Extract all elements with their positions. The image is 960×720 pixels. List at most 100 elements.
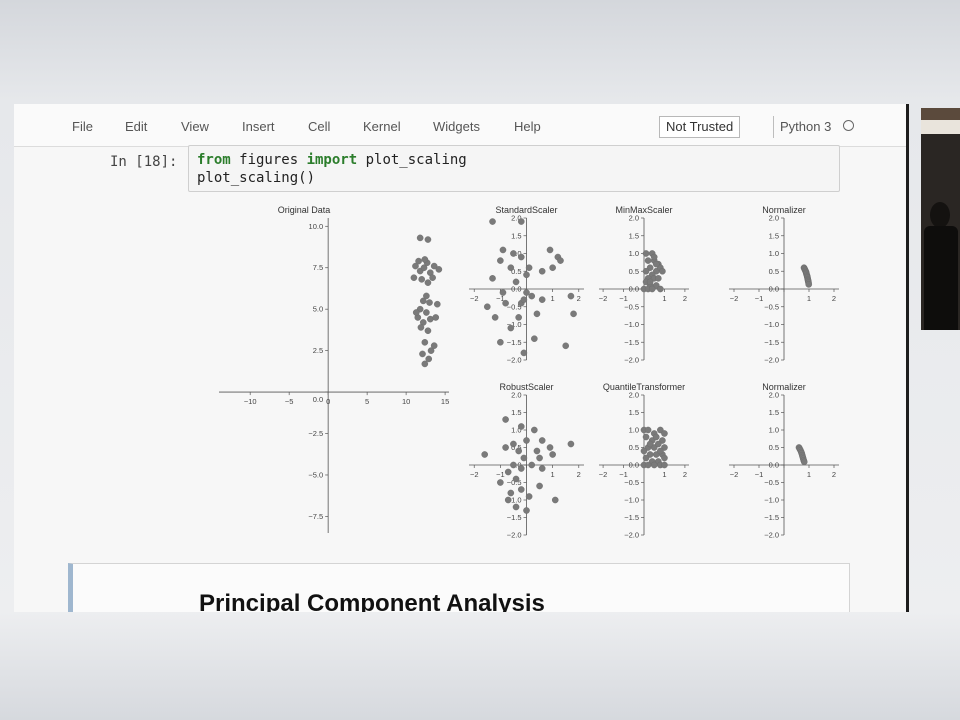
menu-view[interactable]: View [181,119,209,134]
y-tick-label: 1.5 [629,408,639,417]
x-tick-label: −1 [496,470,505,479]
x-tick-label: 2 [683,470,687,479]
scatter-point [570,310,577,318]
scatter-point [421,360,429,368]
chart-title: RobustScaler [499,382,553,392]
x-tick-label: 1 [551,294,555,303]
y-tick-label: 2.0 [769,391,779,400]
x-tick-label: 1 [807,294,811,303]
y-tick-label: 2.0 [769,214,779,223]
menu-file[interactable]: File [72,119,93,134]
scatter-point [657,285,664,293]
menu-insert[interactable]: Insert [242,119,275,134]
scatter-point [423,309,430,316]
y-tick-label: −0.5 [764,478,779,487]
scatter-point [528,461,536,469]
scatter-point [523,289,530,296]
x-tick-label: 1 [662,470,666,479]
scatter-point [515,314,522,321]
y-tick-label: −1.0 [764,496,779,505]
scatter-point [517,253,525,261]
code-cell-input[interactable]: from figures import plot_scaling plot_sc… [188,145,840,192]
y-tick-label: 2.0 [629,214,639,223]
scatter-point [517,218,525,225]
scatter-point [520,296,528,303]
scaling-plots-svg: Original Data −10 −5 0 5 10 15 −7.5 −5.0 −2.5 0.0 2… [219,205,839,540]
scatter-point [517,465,525,472]
section-heading: Principal Component Analysis [199,590,545,612]
y-tick-label: −2.0 [764,531,779,540]
scatter-point [567,292,575,300]
menu-help[interactable]: Help [514,119,541,134]
scatter-point [517,486,525,493]
y-tick-label: 1.5 [769,231,779,240]
scatter-point [520,454,528,462]
y-tick-label: −1.5 [507,513,522,522]
scatter-point [423,292,430,300]
scatter-point [416,234,424,242]
menu-separator [773,116,774,138]
scatter-point [424,279,432,286]
menu-kernel[interactable]: Kernel [363,119,401,134]
menu-widgets[interactable]: Widgets [433,119,480,134]
x-tick-label: 2 [577,294,581,303]
scatter-point [533,447,541,455]
scatter-point [481,451,488,458]
y-tick-label: −2.0 [764,356,779,365]
y-tick-label: 0.0 [511,285,521,294]
notebook-screen: File Edit View Insert Cell Kernel Widget… [14,104,906,612]
y-tick-label: 0.5 [511,443,521,452]
markdown-cell[interactable]: Principal Component Analysis [68,563,850,612]
scatter-point [418,276,426,283]
photo-region [924,226,958,330]
x-tick-label: −1 [619,294,628,303]
scatter-point [430,342,438,349]
y-tick-label: −2.0 [507,356,522,365]
scatter-point [510,250,517,257]
scatter-point [800,458,808,466]
scatter-point [424,236,432,243]
scatter-point [523,271,530,279]
scatter-point [644,426,652,434]
scatter-point [424,327,432,335]
scatter-point [510,461,517,469]
scatter-point [655,440,662,448]
y-tick-label: 2.0 [511,214,521,223]
y-tick-label: −1.5 [624,513,639,522]
y-tick-label: −0.5 [624,302,639,311]
x-tick-label: −5 [285,397,294,406]
chart-title: Normalizer [762,205,806,215]
menu-edit[interactable]: Edit [125,119,148,134]
y-tick-label: 0.5 [629,267,639,276]
y-tick-label: 0.5 [769,267,779,276]
scatter-point [531,426,538,434]
kernel-idle-icon [843,120,854,131]
menu-cell[interactable]: Cell [308,119,331,134]
scatter-point [525,264,533,271]
scatter-point [425,355,433,363]
scatter-point [497,338,504,346]
scatter-point [567,440,575,448]
kernel-name: Python 3 [780,119,832,134]
scatter-point [515,447,522,455]
y-tick-label: −1.0 [624,320,639,329]
scatter-point [650,253,658,261]
x-tick-label: −10 [244,397,257,406]
chart-title: QuantileTransformer [603,382,685,392]
y-tick-label: −1.5 [764,338,779,347]
y-tick-label: 1.0 [629,426,639,435]
y-tick-label: 1.0 [629,249,639,258]
y-tick-label: −2.5 [308,429,323,438]
scatter-point [432,314,440,321]
y-tick-label: −0.5 [507,478,522,487]
y-tick-label: −2.0 [624,356,639,365]
scatter-point [507,264,515,271]
trust-indicator-button[interactable]: Not Trusted [659,116,741,138]
y-tick-label: −1.5 [764,513,779,522]
y-tick-label: 1.5 [511,408,521,417]
scatter-point [661,461,668,469]
scatter-point [497,479,504,486]
scatter-point [538,437,546,444]
scatter-point [434,300,441,308]
x-tick-label: −1 [755,294,764,303]
